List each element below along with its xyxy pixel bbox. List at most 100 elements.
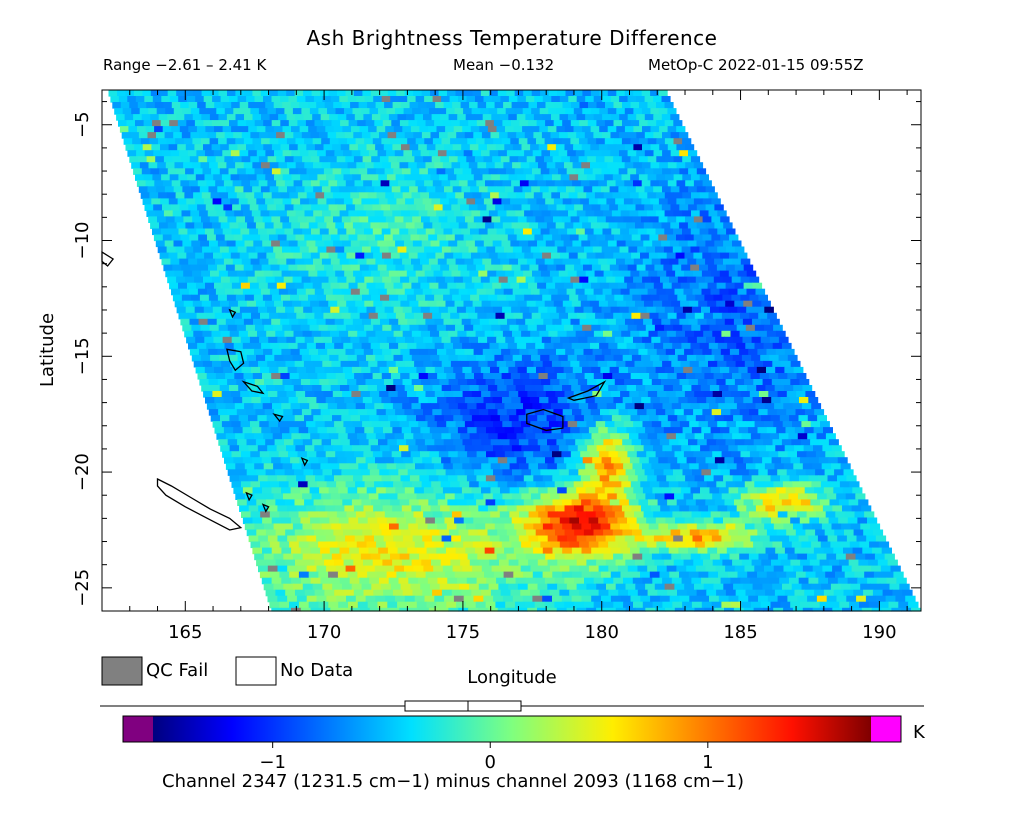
heatmap-cell [525, 409, 536, 416]
heatmap-cell [498, 192, 509, 199]
heatmap-cell [368, 288, 379, 296]
heatmap-cell [330, 493, 341, 500]
heatmap-cell [621, 481, 632, 488]
heatmap-cell [136, 150, 146, 157]
heatmap-cell [721, 493, 732, 500]
heatmap-cell [290, 246, 301, 254]
heatmap-cell [598, 517, 609, 525]
heatmap-cell [460, 102, 470, 109]
heatmap-cell [418, 300, 428, 308]
heatmap-cell [654, 469, 665, 476]
heatmap-cell [698, 300, 708, 308]
heatmap-cell [157, 246, 168, 254]
heatmap-cell [220, 415, 230, 422]
heatmap-cell [239, 174, 249, 181]
heatmap-cell [170, 204, 181, 211]
heatmap-cell [761, 475, 772, 482]
heatmap-cell [843, 469, 854, 476]
heatmap-cell [343, 342, 353, 350]
heatmap-cell [494, 288, 505, 296]
heatmap-cell [582, 433, 593, 440]
heatmap-cell [469, 409, 480, 416]
heatmap-cell [326, 481, 337, 488]
heatmap-cell [265, 300, 275, 308]
heatmap-cell [538, 222, 548, 229]
heatmap-cell [455, 192, 465, 199]
heatmap-cell [286, 138, 297, 145]
heatmap-cell [321, 162, 331, 169]
heatmap-cell [271, 318, 281, 326]
heatmap-cell [361, 445, 372, 452]
heatmap-cell [452, 318, 463, 326]
heatmap-cell [245, 168, 256, 175]
heatmap-cell [320, 354, 330, 362]
heatmap-cell [227, 379, 237, 386]
heatmap-cell [265, 499, 277, 506]
heatmap-cell [594, 397, 605, 404]
heatmap-cell [483, 282, 493, 290]
heatmap-cell [246, 469, 257, 476]
heatmap-cell [552, 475, 563, 482]
heatmap-cell [717, 342, 728, 350]
heatmap-cell [787, 511, 798, 518]
heatmap-cell [650, 90, 660, 97]
heatmap-cell [403, 433, 414, 440]
heatmap-cell [763, 439, 774, 446]
heatmap-cell [487, 186, 497, 193]
heatmap-cell [662, 360, 672, 368]
heatmap-cell [496, 360, 507, 368]
heatmap-cell [673, 156, 683, 163]
heatmap-cell [289, 318, 299, 326]
heatmap-cell [208, 348, 218, 356]
heatmap-cell [491, 96, 501, 103]
heatmap-cell [613, 312, 623, 320]
heatmap-cell [655, 228, 665, 236]
heatmap-cell [241, 108, 251, 115]
heatmap-cell [321, 439, 332, 446]
heatmap-cell [393, 126, 403, 133]
heatmap-cell [471, 108, 481, 115]
heatmap-cell [745, 342, 755, 350]
heatmap-cell [737, 288, 748, 296]
heatmap-cell [735, 523, 746, 531]
heatmap-cell [374, 186, 384, 193]
heatmap-cell [623, 487, 634, 494]
heatmap-cell [238, 330, 249, 338]
heatmap-cell [276, 360, 287, 368]
heatmap-cell [386, 360, 397, 368]
heatmap-cell [530, 246, 541, 254]
heatmap-cell [368, 216, 378, 223]
heatmap-cell [509, 487, 520, 494]
heatmap-cell [382, 162, 392, 169]
heatmap-cell [564, 126, 575, 133]
heatmap-cell [334, 421, 344, 428]
heatmap-cell [653, 282, 664, 290]
heatmap-cell [459, 505, 470, 512]
heatmap-cell [264, 523, 275, 531]
heatmap-cell [423, 409, 433, 416]
heatmap-cell [571, 475, 582, 482]
heatmap-cell [304, 258, 314, 266]
heatmap-cell [709, 529, 720, 537]
heatmap-cell [785, 487, 796, 494]
heatmap-cell [629, 348, 639, 356]
heatmap-cell [362, 475, 373, 482]
heatmap-cell [319, 132, 329, 139]
heatmap-cell [806, 511, 817, 518]
heatmap-cell [359, 264, 370, 272]
heatmap-cell [641, 108, 651, 115]
heatmap-cell [562, 120, 572, 127]
heatmap-cell [452, 228, 462, 236]
heatmap-cell [261, 457, 272, 464]
heatmap-cell [202, 330, 213, 338]
heatmap-cell [621, 192, 631, 199]
heatmap-cell [205, 282, 215, 290]
heatmap-cell [615, 276, 625, 284]
heatmap-cell [340, 144, 350, 151]
heatmap-cell [363, 204, 374, 211]
heatmap-cell [399, 162, 409, 169]
heatmap-cell [599, 126, 609, 133]
heatmap-cell [523, 336, 534, 344]
heatmap-cell [581, 240, 591, 248]
heatmap-cell [268, 421, 279, 428]
